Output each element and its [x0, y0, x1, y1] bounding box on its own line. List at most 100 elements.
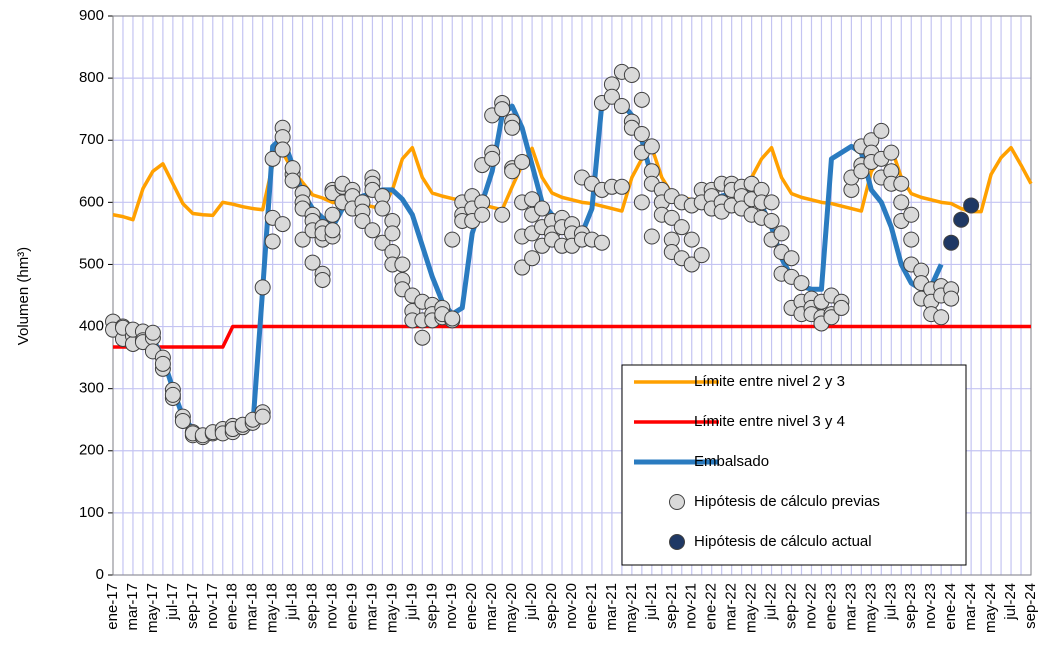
scatter-point	[304, 254, 321, 271]
scatter-point	[524, 191, 541, 208]
y-axis-label: Volumen (hm³)	[15, 247, 32, 345]
x-tick-label: sep-19	[423, 583, 440, 629]
x-tick-label: sep-21	[663, 583, 680, 629]
legend-label: Hipótesis de cálculo actual	[694, 533, 872, 550]
scatter-point	[524, 250, 541, 267]
y-tick-label: 800	[79, 69, 104, 86]
legend-marker	[669, 534, 685, 550]
y-tick-label: 600	[79, 193, 104, 210]
scatter-point	[623, 67, 640, 84]
scatter-point	[254, 408, 271, 425]
x-tick-label: jul-23	[882, 583, 899, 621]
x-tick-label: ene-19	[343, 583, 360, 630]
series-line	[113, 324, 1031, 349]
scatter-point	[963, 197, 980, 214]
x-tick-label: sep-24	[1022, 583, 1039, 629]
y-tick-label: 0	[96, 566, 104, 583]
y-tick-label: 300	[79, 380, 104, 397]
scatter-point	[823, 309, 840, 326]
x-tick-label: jul-17	[164, 583, 181, 621]
scatter-point	[613, 178, 630, 195]
scatter-point	[504, 163, 521, 180]
scatter-point	[773, 225, 790, 242]
legend: Límite entre nivel 2 y 3 Límite entre niv…	[621, 364, 967, 566]
x-tick-label: may-23	[862, 583, 879, 633]
x-tick-label: sep-18	[304, 583, 321, 629]
x-tick-label: ene-21	[583, 583, 600, 630]
scatter-point	[274, 216, 291, 233]
x-tick-label: nov-22	[802, 583, 819, 629]
x-tick-label: nov-23	[922, 583, 939, 629]
scatter-point	[633, 91, 650, 108]
scatter-point	[603, 88, 620, 105]
x-tick-label: mar-22	[723, 583, 740, 631]
x-tick-label: jul-19	[403, 583, 420, 621]
x-tick-label: may-17	[144, 583, 161, 633]
x-tick-label: may-20	[503, 583, 520, 633]
legend-label: Límite entre nivel 3 y 4	[694, 413, 845, 430]
x-tick-label: sep-17	[184, 583, 201, 629]
scatter-point	[943, 234, 960, 251]
x-tick-label: mar-23	[842, 583, 859, 631]
scatter-point	[504, 119, 521, 136]
x-tick-label: mar-24	[962, 583, 979, 631]
x-tick-label: ene-17	[104, 583, 121, 630]
x-tick-label: mar-18	[244, 583, 261, 631]
legend-box	[621, 364, 967, 566]
x-tick-label: jul-20	[523, 583, 540, 621]
scatter-point	[444, 310, 461, 327]
x-tick-label: ene-22	[703, 583, 720, 630]
x-tick-label: mar-17	[124, 583, 141, 631]
scatter-point	[364, 222, 381, 239]
x-tick-label: mar-19	[363, 583, 380, 631]
scatter-point	[174, 412, 191, 429]
scatter-point	[633, 194, 650, 211]
scatter-point	[893, 194, 910, 211]
scatter-point	[593, 234, 610, 251]
scatter-point	[873, 122, 890, 139]
x-tick-label: may-22	[743, 583, 760, 633]
x-tick-label: nov-20	[563, 583, 580, 629]
x-tick-label: sep-23	[902, 583, 919, 629]
scatter-point	[314, 271, 331, 288]
x-tick-label: may-19	[383, 583, 400, 633]
scatter-point	[783, 250, 800, 267]
x-tick-label: jul-22	[763, 583, 780, 621]
y-tick-label: 700	[79, 131, 104, 148]
scatter-point	[953, 211, 970, 228]
scatter-point	[643, 228, 660, 245]
scatter-point	[693, 247, 710, 264]
scatter-point	[264, 233, 281, 250]
scatter-point	[254, 279, 271, 296]
scatter-point	[154, 355, 171, 372]
x-tick-label: may-21	[623, 583, 640, 633]
scatter-point	[633, 126, 650, 143]
legend-label: Hipótesis de cálculo previas	[694, 493, 880, 510]
x-tick-label: mar-20	[483, 583, 500, 631]
plot-border	[112, 15, 1032, 576]
x-tick-label: jul-24	[1002, 583, 1019, 621]
scatter-point	[324, 206, 341, 223]
scatter-point	[663, 209, 680, 226]
y-tick-label: 900	[79, 7, 104, 24]
x-tick-label: jul-21	[643, 583, 660, 621]
scatter-point	[494, 101, 511, 118]
scatter-point	[643, 138, 660, 155]
scatter-point	[763, 194, 780, 211]
scatter-point	[613, 98, 630, 115]
scatter-point	[374, 200, 391, 217]
x-tick-label: ene-23	[822, 583, 839, 630]
scatter-point	[883, 144, 900, 161]
scatter-point	[494, 206, 511, 223]
scatter-point	[793, 275, 810, 292]
scatter-point	[264, 150, 281, 167]
scatter-point	[274, 141, 291, 158]
scatter-point	[394, 256, 411, 273]
x-tick-label: nov-19	[443, 583, 460, 629]
x-tick-label: sep-20	[543, 583, 560, 629]
scatter-point	[903, 206, 920, 223]
scatter-point	[164, 386, 181, 403]
scatter-point	[763, 212, 780, 229]
scatter-point	[943, 290, 960, 307]
